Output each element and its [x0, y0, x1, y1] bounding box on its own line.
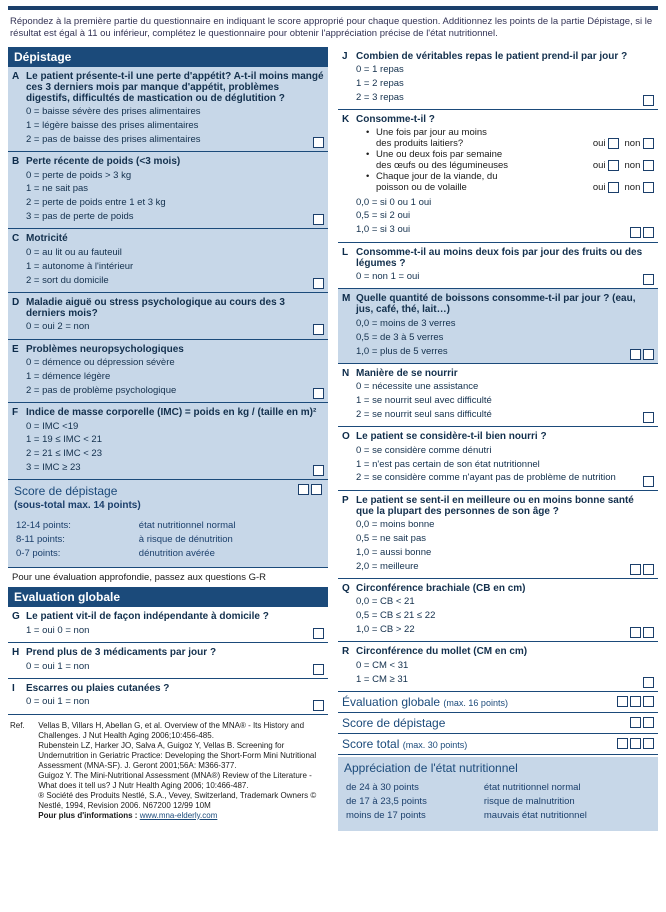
box-R[interactable] [643, 677, 654, 688]
section-evalglob-header: Evaluation globale [8, 587, 328, 607]
box-K1-non[interactable] [643, 138, 654, 149]
interline-text: Pour une évaluation approfondie, passez … [8, 568, 328, 587]
box-P-a[interactable] [630, 564, 641, 575]
q-A-opt0: 0 = baisse sévère des prises alimentaire… [26, 106, 324, 120]
box-total3-c[interactable] [643, 738, 654, 749]
box-K2-oui[interactable] [608, 160, 619, 171]
appreciation-block: Appréciation de l'état nutritionnel de 2… [338, 757, 658, 831]
right-column: JCombien de véritables repas le patient … [338, 47, 658, 831]
totals-block: Évaluation globale (max. 16 points) Scor… [338, 692, 658, 755]
questionnaire-page: Répondez à la première partie du questio… [0, 0, 666, 839]
box-L[interactable] [643, 274, 654, 285]
question-N: NManière de se nourrir 0 = nécessite une… [338, 364, 658, 427]
question-J: JCombien de véritables repas le patient … [338, 47, 658, 110]
question-I: IEscarres ou plaies cutanées ? 0 = oui 1… [8, 679, 328, 715]
box-K3-oui[interactable] [608, 182, 619, 193]
box-total2-b[interactable] [643, 717, 654, 728]
box-M-a[interactable] [630, 349, 641, 360]
box-G[interactable] [313, 628, 324, 639]
question-R: RCirconférence du mollet (CM en cm) 0 = … [338, 642, 658, 692]
box-E[interactable] [313, 388, 324, 399]
box-O[interactable] [643, 476, 654, 487]
box-K-b[interactable] [643, 227, 654, 238]
box-I[interactable] [313, 700, 324, 711]
box-K2-non[interactable] [643, 160, 654, 171]
box-J[interactable] [643, 95, 654, 106]
box-total3-b[interactable] [630, 738, 641, 749]
score-depistage-block: Score de dépistage (sous-total max. 14 p… [8, 480, 328, 568]
box-M-b[interactable] [643, 349, 654, 360]
question-L: LConsomme-t-il au moins deux fois par jo… [338, 243, 658, 290]
box-total2-a[interactable] [630, 717, 641, 728]
box-F[interactable] [313, 465, 324, 476]
box-Q-b[interactable] [643, 627, 654, 638]
question-E: EProblèmes neuropsychologiques 0 = démen… [8, 340, 328, 403]
section-depistage-header: Dépistage [8, 47, 328, 67]
box-total1-c[interactable] [643, 696, 654, 707]
box-N[interactable] [643, 412, 654, 423]
question-F: FIndice de masse corporelle (IMC) = poid… [8, 403, 328, 480]
box-total1-b[interactable] [630, 696, 641, 707]
intro-text: Répondez à la première partie du questio… [8, 14, 658, 47]
left-column: Dépistage A Le patient présente-t-il une … [8, 47, 328, 831]
question-B: BPerte récente de poids (<3 mois) 0 = pe… [8, 152, 328, 229]
box-total1-a[interactable] [617, 696, 628, 707]
question-O: OLe patient se considère-t-il bien nourr… [338, 427, 658, 490]
question-D: DMaladie aiguë ou stress psychologique a… [8, 293, 328, 340]
q-B-title: Perte récente de poids (<3 mois) [26, 156, 180, 167]
question-K: KConsomme-t-il ? Une fois par jour au mo… [338, 110, 658, 242]
box-B[interactable] [313, 214, 324, 225]
question-Q: QCirconférence brachiale (CB en cm) 0,0 … [338, 579, 658, 642]
box-A[interactable] [313, 137, 324, 148]
question-A: A Le patient présente-t-il une perte d'ap… [8, 67, 328, 152]
q-A-title: Le patient présente-t-il une perte d'app… [26, 71, 324, 104]
question-P: PLe patient se sent-il en meilleure ou e… [338, 491, 658, 579]
question-G: GLe patient vit-il de façon indépendante… [8, 607, 328, 643]
question-C: CMotricité 0 = au lit ou au fauteuil 1 =… [8, 229, 328, 292]
references: Ref. Vellas B, Villars H, Abellan G, et … [8, 715, 328, 821]
box-scoredep-1[interactable] [298, 484, 309, 495]
question-M: MQuelle quantité de boissons consomme-t-… [338, 289, 658, 363]
q-A-opt1: 1 = légère baisse des prises alimentaire… [26, 120, 324, 134]
box-K3-non[interactable] [643, 182, 654, 193]
box-D[interactable] [313, 324, 324, 335]
box-H[interactable] [313, 664, 324, 675]
box-C[interactable] [313, 278, 324, 289]
letter-A: A [12, 71, 19, 82]
top-bar [8, 6, 658, 10]
box-P-b[interactable] [643, 564, 654, 575]
box-scoredep-2[interactable] [311, 484, 322, 495]
question-H: HPrend plus de 3 médicaments par jour ? … [8, 643, 328, 679]
box-total3-a[interactable] [617, 738, 628, 749]
box-K1-oui[interactable] [608, 138, 619, 149]
q-A-opt2: 2 = pas de baisse des prises alimentaire… [26, 133, 324, 147]
box-Q-a[interactable] [630, 627, 641, 638]
score-dep-title: Score de dépistage [14, 484, 141, 498]
box-K-a[interactable] [630, 227, 641, 238]
ref-link[interactable]: www.mna-elderly.com [140, 811, 218, 820]
